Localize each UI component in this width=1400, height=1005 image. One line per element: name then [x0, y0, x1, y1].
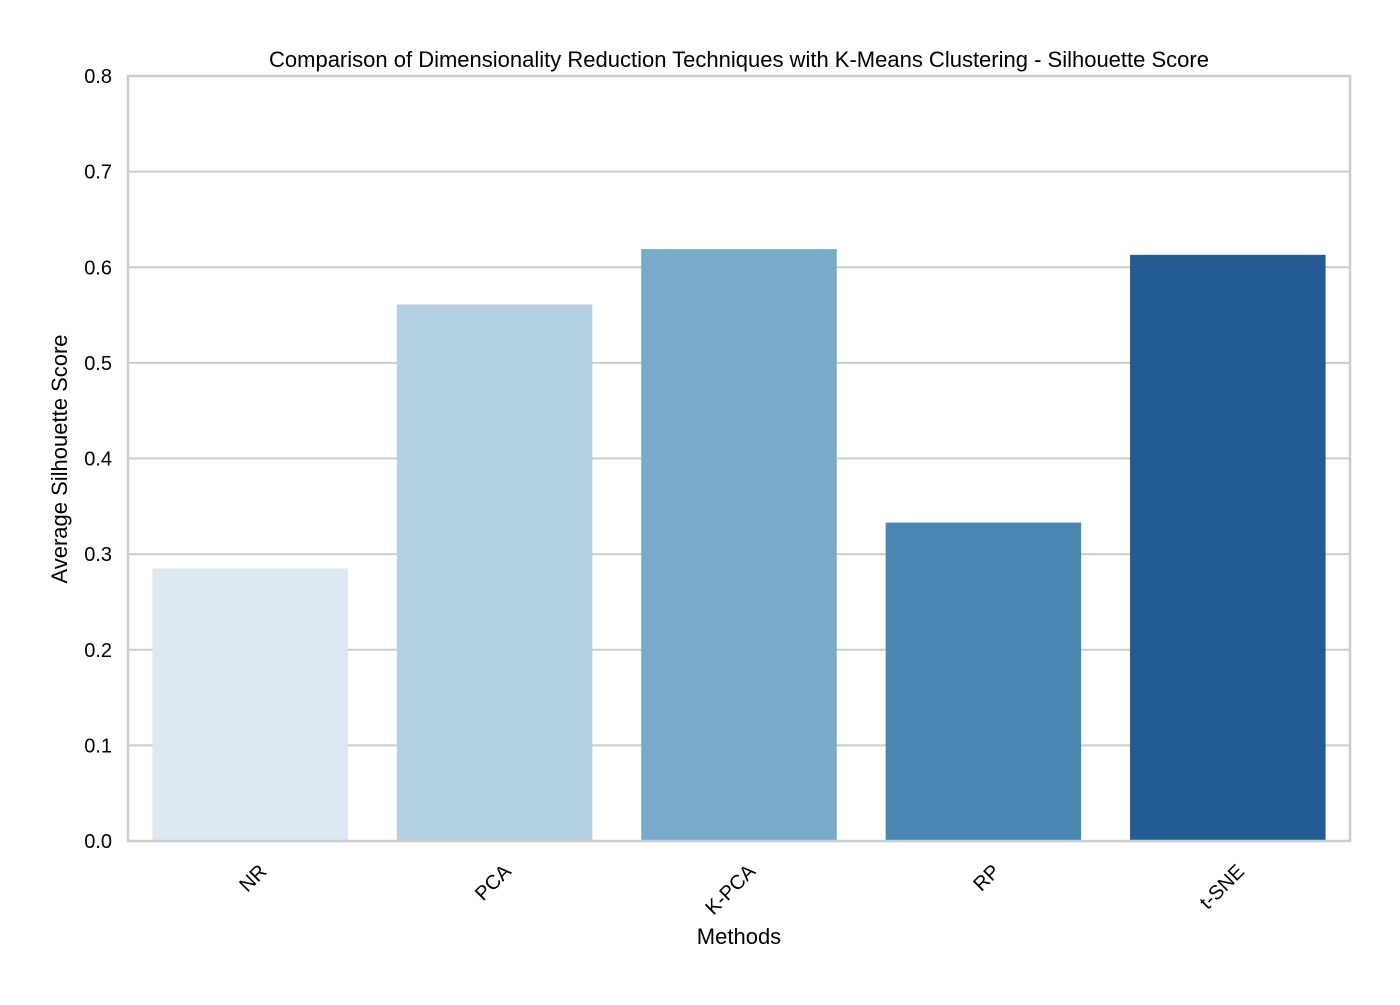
x-tick-label: NR [235, 861, 271, 897]
y-axis-title: Average Silhouette Score [47, 334, 72, 583]
y-tick-label: 0.6 [84, 257, 112, 279]
y-tick-label: 0.7 [84, 162, 112, 184]
y-tick-label: 0.4 [84, 449, 112, 471]
bar-rp [885, 522, 1082, 841]
y-tick-label: 0.8 [84, 66, 112, 88]
x-tick-label: K-PCA [701, 860, 760, 919]
y-tick-label: 0.3 [84, 544, 112, 566]
bar-k-pca [641, 249, 837, 842]
x-axis-title: Methods [697, 924, 781, 949]
chart-title: Comparison of Dimensionality Reduction T… [269, 47, 1209, 72]
y-tick-label: 0.0 [84, 831, 112, 853]
x-tick-labels: NR PCA K-PCA RP t-SNE [235, 860, 1249, 919]
x-tick-label: PCA [471, 860, 516, 905]
x-tick-label: RP [969, 861, 1004, 896]
y-tick-label: 0.1 [84, 735, 112, 757]
bar-t-sne [1130, 254, 1326, 842]
y-tick-label: 0.2 [84, 640, 112, 662]
y-tick-label: 0.5 [84, 353, 112, 375]
bar-nr [152, 568, 348, 841]
bars [152, 249, 1326, 842]
plot-frame [126, 74, 1352, 843]
x-tick-label: t-SNE [1196, 861, 1249, 914]
bar-pca [396, 304, 593, 841]
y-tick-labels: 0.0 0.1 0.2 0.3 0.4 0.5 0.6 0.7 0.8 [84, 66, 112, 853]
